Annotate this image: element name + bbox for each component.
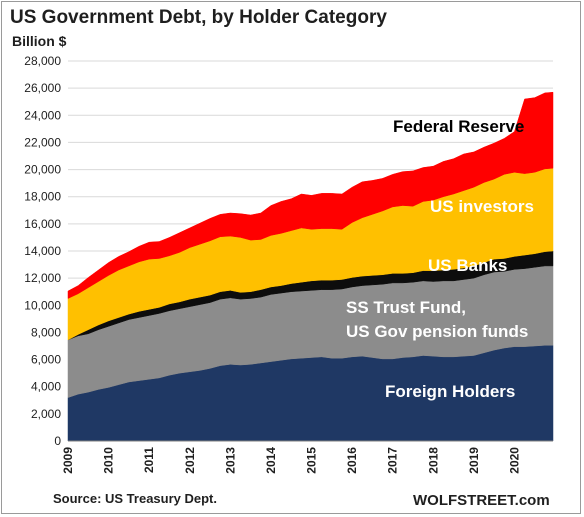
y-tick-label: 2,000 <box>31 407 61 421</box>
y-tick-label: 6,000 <box>31 353 61 367</box>
y-axis: 0 2,000 4,000 6,000 8,000 10,000 12,000 14,000 1… <box>24 54 61 448</box>
y-tick-label: 10,000 <box>24 298 61 312</box>
x-tick-label: 2014 <box>264 447 278 474</box>
x-tick-label: 2015 <box>305 447 319 474</box>
source-note: Source: US Treasury Dept. <box>53 491 217 506</box>
y-tick-label: 12,000 <box>24 271 61 285</box>
x-tick-label: 2011 <box>142 447 156 473</box>
y-tick-label: 26,000 <box>24 81 61 95</box>
label-us-banks: US Banks <box>428 256 507 275</box>
y-tick-label: 8,000 <box>31 325 61 339</box>
y-tick-label: 18,000 <box>24 190 61 204</box>
x-tick-label: 2016 <box>345 447 359 474</box>
y-tick-label: 4,000 <box>31 380 61 394</box>
x-tick-label: 2020 <box>507 447 521 474</box>
y-tick-label: 0 <box>54 434 61 448</box>
label-us-investors: US investors <box>430 197 534 216</box>
label-federal-reserve: Federal Reserve <box>393 117 524 136</box>
x-tick-label: 2010 <box>102 447 116 474</box>
y-tick-label: 14,000 <box>24 244 61 258</box>
y-tick-label: 24,000 <box>24 108 61 122</box>
x-tick-label: 2017 <box>386 447 400 474</box>
label-ss-trust-line1: SS Trust Fund, <box>346 298 466 317</box>
y-unit-label: Billion $ <box>12 33 67 49</box>
label-foreign-holders: Foreign Holders <box>385 382 515 401</box>
stacked-areas <box>67 91 554 442</box>
area-federal-reserve <box>67 91 554 299</box>
x-tick-label: 2019 <box>467 447 481 474</box>
label-ss-trust-line2: US Gov pension funds <box>346 322 528 341</box>
y-tick-label: 16,000 <box>24 217 61 231</box>
x-axis: 2009 2010 2011 2012 2013 2014 2015 2016 2017 2018… <box>61 440 553 474</box>
x-tick-label: 2018 <box>426 447 440 474</box>
x-tick-label: 2009 <box>61 447 75 474</box>
y-tick-label: 28,000 <box>24 54 61 68</box>
x-tick-label: 2012 <box>183 447 197 474</box>
y-tick-label: 22,000 <box>24 135 61 149</box>
brand-watermark: WOLFSTREET.com <box>413 492 550 509</box>
y-tick-label: 20,000 <box>24 163 61 177</box>
x-tick-label: 2013 <box>223 447 237 474</box>
chart-title: US Government Debt, by Holder Category <box>10 7 387 28</box>
